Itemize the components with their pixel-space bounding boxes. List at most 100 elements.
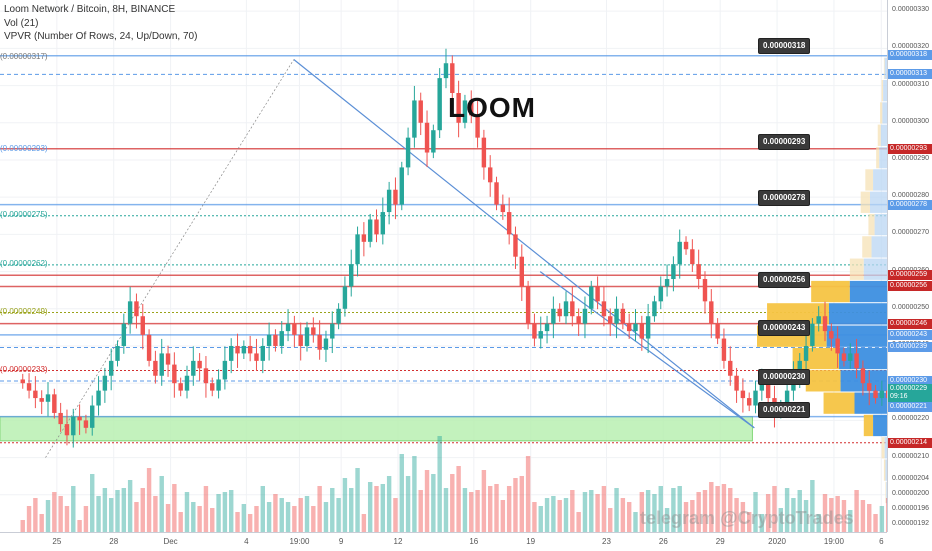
candle-body [557, 308, 562, 317]
time-tick-label: 4 [244, 537, 249, 546]
volume-bar [494, 484, 499, 532]
candle-body [254, 353, 259, 361]
candle-body [336, 308, 341, 324]
volume-bar [216, 494, 221, 532]
price-tick-label: 0.00000330 [892, 6, 929, 14]
price-badge: 09:16 [888, 391, 932, 402]
candle-body [102, 375, 108, 391]
volume-bar [608, 508, 613, 532]
volume-bar [835, 496, 840, 532]
volume-bar [292, 506, 297, 532]
time-tick-label: 25 [52, 537, 62, 546]
candle-body [26, 383, 32, 391]
volume-bar [614, 488, 619, 532]
candle-body [355, 234, 360, 265]
candle-body [683, 241, 689, 250]
volume-bar [626, 502, 632, 532]
volume-bar [728, 488, 733, 532]
volume-indicator-label: Vol (21) [4, 18, 39, 29]
candle-body [235, 345, 240, 354]
candle-body [589, 286, 594, 309]
volume-bar [690, 500, 695, 532]
vpvr-down-bar [884, 437, 887, 459]
price-badge: 0.00000243 [888, 329, 932, 340]
volume-bar [715, 486, 720, 532]
candle-body [671, 264, 676, 280]
candle-body [304, 327, 310, 346]
fib-level-label: (0.00000275) [0, 209, 48, 219]
candle-body [734, 375, 739, 391]
price-callout[interactable]: 0.00000278 [758, 190, 811, 207]
vpvr-up-bar [811, 280, 850, 303]
candle-body [285, 323, 291, 332]
candle-body [216, 379, 221, 391]
candles [20, 48, 932, 448]
volume-bar [431, 474, 436, 532]
price-badge: 0.00000221 [888, 401, 932, 412]
candle-body [45, 394, 51, 402]
volume-bar [696, 492, 701, 532]
vpvr-down-bar [886, 481, 887, 504]
price-callout[interactable]: 0.00000230 [758, 368, 811, 385]
candle-body [633, 323, 638, 332]
time-tick-label: 2020 [768, 537, 786, 546]
candle-body [386, 189, 392, 213]
price-badge: 0.00000313 [888, 69, 932, 80]
price-callout[interactable]: 0.00000221 [758, 402, 811, 419]
candle-body [64, 424, 70, 436]
volume-bar [810, 480, 815, 532]
vpvr-down-bar [874, 213, 887, 236]
vpvr-down-bar [854, 392, 887, 414]
volume-bar [361, 514, 367, 532]
price-callout[interactable]: 0.00000256 [758, 272, 811, 289]
fib-level-label: (0.00000262) [0, 258, 48, 268]
candle-body [601, 301, 607, 317]
price-tick-label: 0.00000260 [892, 267, 929, 274]
volume-bar [513, 478, 518, 532]
time-axis[interactable]: 25 28 Dec 4 19:00 9 12 16 19 23 26 29 2020 19:00 6 [0, 532, 887, 551]
volume-bar [336, 498, 341, 532]
vpvr-up-bar [767, 303, 829, 325]
vpvr-down-bar [826, 325, 887, 347]
volume-bar [633, 512, 638, 532]
grid [0, 0, 887, 532]
volume-bar [71, 486, 76, 532]
vpvr-down-bar [839, 347, 887, 370]
candle-body [759, 383, 765, 391]
candle-body [266, 334, 272, 346]
loom-title: LOOM [448, 92, 536, 123]
candle-body [380, 212, 386, 235]
candle-body [841, 353, 847, 361]
fib-level-label: (0.00000233) [0, 364, 48, 374]
volume-bar [620, 498, 626, 532]
volume-bar [121, 488, 127, 532]
candle-body [551, 308, 556, 324]
candle-body [405, 137, 411, 168]
horizontal-levels [0, 55, 887, 444]
volume-bar [349, 488, 354, 532]
volume-bar [721, 484, 727, 532]
volume-bar [677, 486, 682, 532]
volume-bar [90, 474, 95, 532]
candle-body [450, 63, 455, 94]
price-callout[interactable]: 0.00000243 [758, 320, 811, 337]
price-axis[interactable]: 0.00000330 0.00000320 0.00000310 0.00000300… [887, 0, 932, 532]
candle-body [273, 334, 278, 346]
price-tick-label: 0.00000320 [892, 43, 929, 51]
candle-body [121, 323, 127, 346]
volume-bar [443, 488, 449, 532]
candle-body [52, 394, 57, 413]
price-badge: 0.00000239 [888, 342, 932, 353]
volume-bar [108, 498, 114, 532]
price-callout[interactable]: 0.00000318 [758, 37, 811, 54]
volume-bar [525, 456, 531, 532]
volume-bar [58, 496, 63, 532]
price-callout[interactable]: 0.00000293 [758, 134, 811, 151]
time-tick-label: 28 [109, 537, 119, 546]
candle-body [481, 137, 487, 168]
price-badge: 0.00000230 [888, 375, 932, 386]
price-badge: 0.00000278 [888, 199, 932, 210]
candle-body [582, 308, 588, 324]
candle-body [519, 256, 525, 287]
